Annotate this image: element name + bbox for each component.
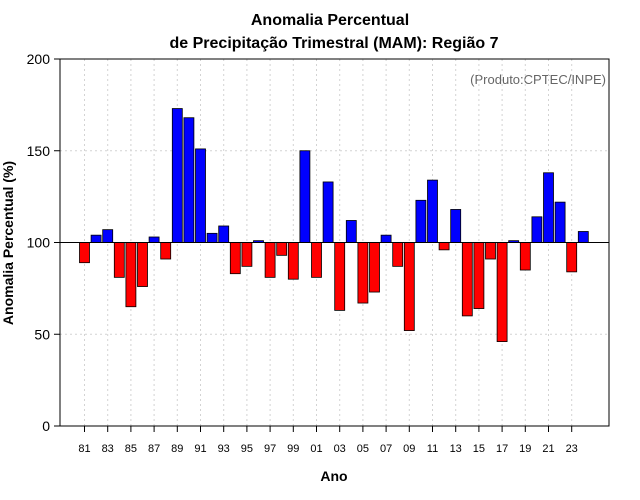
source-annotation: (Produto:CPTEC/INPE) xyxy=(470,72,606,87)
bars xyxy=(79,108,589,342)
bar-2021 xyxy=(543,172,554,243)
x-tick-label: 91 xyxy=(194,443,206,455)
bar-2009 xyxy=(403,242,415,331)
x-tick-label: 85 xyxy=(125,443,137,455)
bar-2023 xyxy=(566,242,578,273)
y-tick-label: 100 xyxy=(27,235,51,251)
x-tick-label: 05 xyxy=(357,443,369,455)
bar-2003 xyxy=(334,242,346,311)
x-tick-label: 87 xyxy=(148,443,160,455)
bar-2022 xyxy=(554,201,566,243)
bar-1997 xyxy=(264,242,276,278)
bar-1983 xyxy=(102,229,114,243)
x-axis-label: Ano xyxy=(320,468,347,484)
bar-1999 xyxy=(287,242,299,280)
x-tick-label: 21 xyxy=(542,443,554,455)
x-tick-label: 17 xyxy=(496,443,508,455)
bar-2015 xyxy=(473,242,485,309)
x-tick-label: 83 xyxy=(102,443,114,455)
bar-1988 xyxy=(160,242,172,260)
x-tick-label: 15 xyxy=(473,443,485,455)
x-tick-label: 81 xyxy=(78,443,90,455)
x-tick-label: 01 xyxy=(310,443,322,455)
bar-2006 xyxy=(369,242,380,293)
bar-2002 xyxy=(322,181,334,243)
bar-2005 xyxy=(357,242,369,304)
x-tick-label: 03 xyxy=(334,443,346,455)
bar-1984 xyxy=(113,242,125,278)
axes: 0 50 100 150 200 81 83 85 87 89 91 93 95 97 99 01 03 05 07… xyxy=(27,51,610,455)
bar-1985 xyxy=(125,242,137,308)
chart-title-line2: de Precipitação Trimestral (MAM): Região… xyxy=(170,35,499,52)
y-tick-label: 0 xyxy=(42,418,50,434)
bar-1994 xyxy=(229,242,241,275)
bar-2017 xyxy=(496,242,508,342)
bar-1987 xyxy=(148,236,160,243)
bar-1982 xyxy=(90,234,102,243)
x-tick-label: 95 xyxy=(241,443,253,455)
x-tick-label: 23 xyxy=(566,443,578,455)
bar-1986 xyxy=(137,242,148,287)
bar-1990 xyxy=(183,117,195,243)
y-tick-label: 50 xyxy=(34,326,50,342)
bar-1998 xyxy=(276,242,288,256)
x-tick-label: 09 xyxy=(403,443,415,455)
bar-2001 xyxy=(311,242,322,278)
bar-1981 xyxy=(79,242,90,264)
bar-2008 xyxy=(392,242,404,267)
x-tick-label: 07 xyxy=(380,443,392,455)
bar-2010 xyxy=(415,199,427,243)
bar-2013 xyxy=(450,209,462,243)
x-tick-label: 99 xyxy=(287,443,299,455)
x-tick-label: 11 xyxy=(427,443,438,455)
bar-2020 xyxy=(531,216,543,243)
x-tick-label: 93 xyxy=(218,443,230,455)
x-tick-label: 13 xyxy=(450,443,462,455)
x-tick-label: 89 xyxy=(171,443,183,455)
bar-1989 xyxy=(171,108,183,243)
chart-title-line1: Anomalia Percentual xyxy=(251,12,409,29)
bar-2014 xyxy=(461,242,473,317)
bar-2011 xyxy=(427,179,438,243)
bar-2000 xyxy=(299,150,311,243)
bar-1991 xyxy=(195,148,206,243)
bar-1993 xyxy=(218,225,230,243)
x-tick-label: 97 xyxy=(264,443,276,455)
bar-1995 xyxy=(241,242,253,267)
y-tick-label: 150 xyxy=(27,143,51,159)
bar-2012 xyxy=(438,242,450,251)
bar-1992 xyxy=(206,232,218,243)
bar-2004 xyxy=(345,220,357,243)
x-tick-label: 19 xyxy=(519,443,531,455)
y-axis-label: Anomalia Percentual (%) xyxy=(0,161,16,325)
bar-2016 xyxy=(485,242,496,260)
bar-2019 xyxy=(519,242,531,271)
y-tick-label: 200 xyxy=(27,51,51,67)
bar-2007 xyxy=(380,234,392,243)
bar-2024 xyxy=(577,231,589,243)
